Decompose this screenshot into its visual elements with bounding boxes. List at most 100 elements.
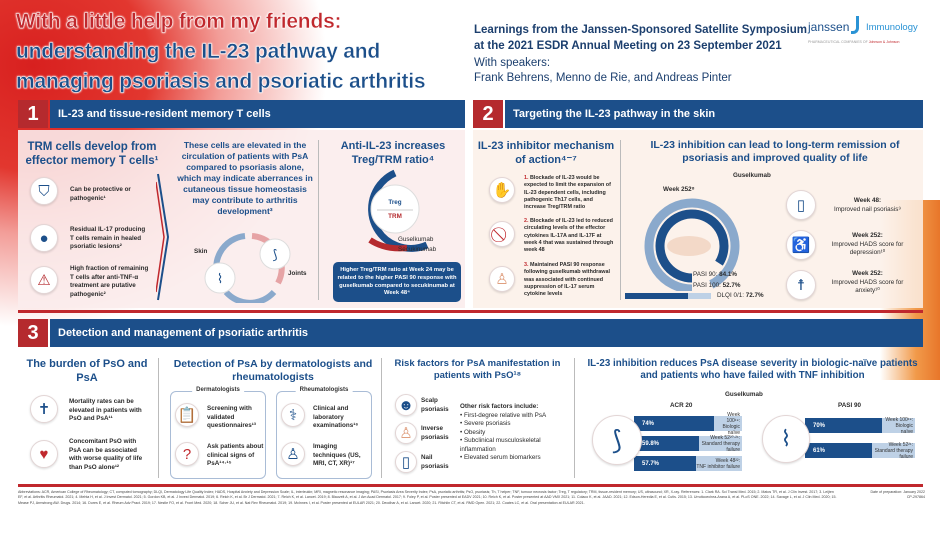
moa-title: IL-23 inhibitor mechanism of action⁴⁻⁷ [477, 140, 615, 166]
head-icon: ☻ [395, 394, 417, 416]
chevron-right-divider-icon [156, 173, 170, 301]
bar-category-label: Week 100¹⁹: Biologic naïve [882, 417, 915, 435]
bar-value-label: 70% [805, 418, 882, 433]
t-cell-icon: ● [30, 224, 58, 252]
bar: 70% Week 100¹⁹: Biologic naïve [805, 417, 915, 435]
bar: 61% Week 52²¹: Standard therapy failure [805, 442, 915, 460]
qol-item: Week 48: Improved nail psoriasis⁹ [833, 197, 902, 213]
bar: 57.7% Week 48²²: TNF inhibitor failure [634, 456, 742, 471]
risk-item: Inverse psoriasis [421, 425, 449, 441]
nail-icon: ▯ [786, 190, 816, 220]
cycle-skin-label: Skin [194, 248, 208, 255]
burden-title: The burden of PsO and PsA [26, 358, 148, 384]
speakers-label: With speakers: [474, 57, 551, 69]
dlqi-bar-fill [625, 293, 688, 299]
janssen-swoosh-icon [851, 16, 859, 34]
rheum-item: Imaging techniques (US, MRI, CT, XR)¹⁷ [313, 443, 361, 467]
rheum-item: Clinical and laboratory examinations¹⁶ [313, 405, 359, 429]
clipboard-icon: 📋 [175, 403, 199, 427]
other-risk-factors: Other risk factors include: • First-degr… [460, 403, 547, 461]
skin-joints-cycle-diagram: ⌇ ⟆ [204, 233, 291, 303]
moa-item-2: 2. Blockade of IL-23 led to reduced circ… [524, 218, 614, 254]
ratio-numerator: Treg [388, 199, 402, 206]
treg-trm-ratio-gauge [368, 169, 429, 252]
bar: 74% Week 100¹⁹: Biologic naïve [634, 412, 742, 436]
pasi90-ring [655, 209, 729, 283]
dermatologists-box: Dermatologists [170, 387, 266, 479]
title-line-2: understanding the IL-23 pathway and [16, 40, 381, 63]
risk-item: Nail psoriasis [421, 454, 449, 470]
bar-category-label: Week 52²¹: Standard therapy failure [872, 442, 915, 460]
bar-category-label: Week 48²²: TNF inhibitor failure [696, 456, 742, 471]
torso-icon: ♙ [395, 422, 417, 444]
blocked-cytokine-icon: ⃠ [489, 221, 515, 247]
bar-category-label: Week 100¹⁹: Biologic naïve [713, 412, 742, 436]
legend-secukinumab: Secukinumab [398, 246, 437, 253]
body-icon: ♙ [489, 266, 515, 292]
ratio-callout-box: Higher Treg/TRM ratio at Week 24 may be … [333, 262, 461, 302]
footer-date: Date of preparation: January 2022 CP-2978… [870, 490, 925, 500]
bar-category-label: Week 52²⁰·²¹: Standard therapy failure [698, 435, 742, 453]
legend-guselkumab: Guselkumab [398, 236, 434, 243]
trm-item: High fraction of remaining T cells after… [70, 265, 149, 298]
derm-item: Ask patients about clinical signs of PsA… [207, 443, 264, 467]
detection-title: Detection of PsA by dermatologists and r… [173, 358, 373, 384]
moa-item-1: 1. Blockade of IL-23 would be expected t… [524, 175, 611, 211]
metric-pasi90: PASI 90: 84.1% [693, 271, 737, 278]
cycle-joints-label: Joints [288, 270, 307, 277]
knee-joint-icon: ⟆ [592, 415, 642, 465]
qol-item: Week 252: Improved HADS score for depress… [831, 232, 904, 256]
bar: 59.8% Week 52²⁰·²¹: Standard therapy failu… [634, 435, 742, 453]
metric-pasi100: PASI 100: 52.7% [693, 282, 741, 289]
gravestone-icon: ✝ [30, 395, 58, 423]
red-rule [18, 484, 923, 487]
speakers: Frank Behrens, Menno de Rie, and Andreas… [474, 72, 732, 84]
section-2-header: 2 Targeting the IL-23 pathway in the ski… [473, 100, 923, 128]
remission-drug: Guselkumab [733, 172, 771, 179]
burden-item: Mortality rates can be elevated in patie… [69, 398, 142, 422]
rheumatologists-box: Rheumatologists [276, 387, 372, 479]
section-1-header: 1 IL-23 and tissue-resident memory T cel… [18, 100, 465, 128]
bar-value-label: 74% [634, 416, 714, 431]
depression-icon: ♿ [786, 230, 816, 260]
nail-icon: ▯ [395, 451, 417, 473]
skin-follicle-icon: ⌇ [762, 415, 810, 463]
anxiety-icon: ☨ [786, 270, 816, 300]
dlqi-bar [625, 293, 711, 299]
severity-title: IL-23 inhibition reduces PsA disease sev… [587, 358, 918, 382]
footer-references: Abbreviations: ACR, American College of … [18, 490, 837, 505]
remission-week: Week 252⁸ [663, 186, 695, 193]
ratio-denominator: TRM [388, 213, 402, 220]
remission-ring-chart [644, 198, 740, 291]
remission-title: IL-23 inhibition can lead to long-term r… [650, 139, 900, 165]
imaging-icon: ♙ [281, 442, 305, 466]
title-line-3: managing psoriasis and psoriatic arthrit… [16, 70, 426, 93]
risk-title: Risk factors for PsA manifestation in pa… [394, 358, 561, 381]
severity-drug: Guselkumab [725, 391, 763, 398]
divider [381, 358, 382, 478]
shield-sword-icon: ⛉ [30, 177, 58, 205]
pasi100-ring [644, 198, 740, 291]
derm-item: Screening with validated questionnaires¹… [207, 405, 256, 429]
moa-item-3: 3. Maintained PASI 90 response following… [524, 262, 610, 298]
burden-item: Concomitant PsO with PsA can be associat… [69, 438, 143, 471]
metric-dlqi: DLQI 0/1: 72.7% [717, 292, 764, 299]
divider [620, 140, 621, 300]
section-3-header: 3 Detection and management of psoriatic … [18, 319, 923, 347]
ratio-title: Anti-IL-23 increases Treg/TRM ratio⁴ [340, 140, 446, 166]
stop-hand-icon: ✋ [489, 177, 515, 203]
subtitle-line-1: Learnings from the Janssen-Sponsored Sat… [474, 24, 807, 36]
pasi90-title: PASI 90 [838, 402, 861, 409]
divider [158, 358, 159, 478]
svg-text:⟆: ⟆ [272, 247, 277, 262]
subtitle-line-2: at the 2021 ESDR Annual Meeting on 23 Se… [474, 40, 782, 52]
qol-item: Week 252: Improved HADS score for anxiety… [831, 270, 904, 294]
divider [318, 140, 319, 300]
divider [574, 358, 575, 478]
acr20-title: ACR 20 [670, 402, 693, 409]
trm-item: Residual IL-17 producing T cells remain … [70, 226, 146, 250]
question-icon: ? [175, 442, 199, 466]
red-rule [18, 310, 923, 313]
trm-title: TRM cells develop from effector memory T… [25, 141, 159, 168]
warning-icon: ⚠ [30, 266, 58, 294]
